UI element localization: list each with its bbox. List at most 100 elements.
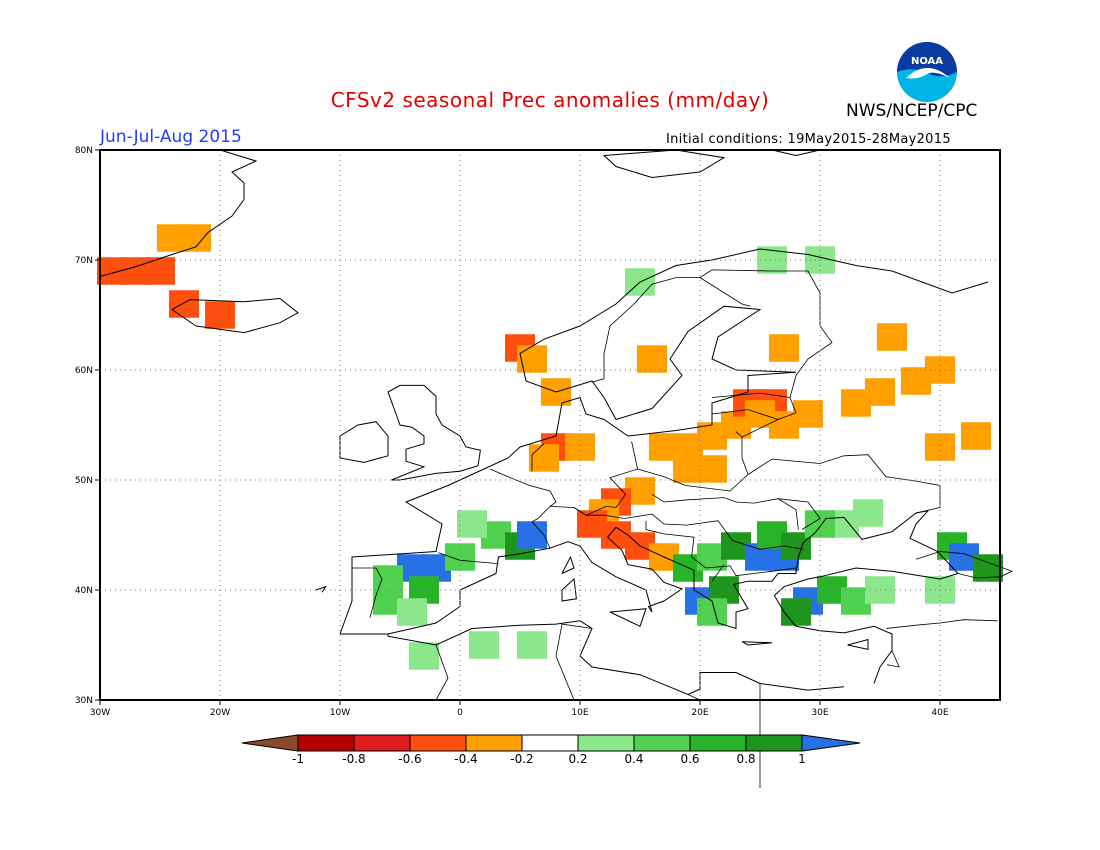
anomaly-cell <box>517 521 547 549</box>
country-border <box>352 567 383 618</box>
country-border <box>555 623 593 701</box>
anomaly-cell <box>697 455 727 483</box>
colorbar-tick-label: 0.8 <box>736 752 755 766</box>
colorbar-tick-label: -0.4 <box>454 752 477 766</box>
anomaly-cell <box>877 323 907 351</box>
country-border <box>699 277 751 307</box>
coastline <box>561 555 575 574</box>
anomaly-cell <box>181 224 211 252</box>
country-border <box>741 375 797 438</box>
coastline <box>339 421 389 463</box>
lat-label: 40N <box>75 586 93 596</box>
lat-label: 30N <box>75 696 93 706</box>
noaa-logo-icon: NOAA <box>897 42 957 102</box>
anomaly-cell <box>769 334 799 362</box>
colorbar-segment <box>409 734 467 752</box>
agency-label: NWS/NCEP/CPC <box>846 101 978 121</box>
anomaly-cell <box>565 433 595 461</box>
initial-conditions-label: Initial conditions: 19May2015-28May2015 <box>666 132 951 147</box>
anomaly-cell <box>793 400 823 428</box>
coastline <box>340 510 959 684</box>
anomaly-cell <box>781 598 811 626</box>
coastline <box>315 585 327 593</box>
anomaly-cell <box>529 444 559 472</box>
colorbar-right-triangle <box>801 734 861 752</box>
coastline <box>387 384 481 481</box>
anomaly-cell <box>169 290 199 318</box>
coastline <box>602 149 726 178</box>
country-border <box>711 564 725 582</box>
colorbar-tick-label: -0.6 <box>398 752 421 766</box>
country-border <box>771 567 797 574</box>
lon-label: 0 <box>457 708 463 718</box>
lat-label: 70N <box>75 256 93 266</box>
season-label: Jun-Jul-Aug 2015 <box>100 127 242 147</box>
country-border <box>747 454 941 514</box>
colorbar-segment <box>521 734 579 752</box>
anomaly-cell <box>853 499 883 527</box>
coastline <box>561 577 577 602</box>
coastline <box>771 149 821 157</box>
anomaly-cell <box>145 257 175 285</box>
anomaly-cell <box>865 378 895 406</box>
anomaly-cell <box>925 433 955 461</box>
coastline <box>609 608 647 627</box>
country-border <box>637 431 749 492</box>
coastline <box>99 149 258 277</box>
colorbar-segment <box>633 734 691 752</box>
coastline <box>741 641 773 646</box>
country-border <box>645 520 773 577</box>
anomaly-cell <box>961 422 991 450</box>
map-frame <box>99 149 1001 701</box>
coastline <box>847 638 869 651</box>
colorbar-segment <box>577 734 635 752</box>
anomaly-cell <box>397 598 427 626</box>
anomaly-cell <box>637 345 667 373</box>
noaa-logo-text: NOAA <box>911 56 943 67</box>
lon-label: 30E <box>811 708 828 718</box>
colorbar-tick-label: -0.2 <box>510 752 533 766</box>
colorbar-segment <box>465 734 523 752</box>
anomaly-cell <box>517 345 547 373</box>
country-border <box>573 507 653 519</box>
coastline <box>339 248 989 635</box>
colorbar-tick-label: 0.2 <box>568 752 587 766</box>
chart-title: CFSv2 seasonal Prec anomalies (mm/day) <box>330 88 770 112</box>
anomaly-cell <box>457 510 487 538</box>
colorbar-segment <box>353 734 411 752</box>
colorbar-tick-label: 1 <box>798 752 806 766</box>
lon-label: 30W <box>90 708 110 718</box>
lon-label: 40E <box>931 708 948 718</box>
coastline <box>171 297 299 334</box>
colorbar-left-triangle <box>241 734 299 752</box>
lat-label: 80N <box>75 146 93 156</box>
anomaly-cell <box>445 543 475 571</box>
lon-label: 10W <box>330 708 350 718</box>
country-border <box>711 409 779 420</box>
lat-label: 60N <box>75 366 93 376</box>
colorbar-tick-label: -0.8 <box>342 752 365 766</box>
country-border <box>489 468 557 549</box>
country-border <box>887 650 900 668</box>
anomaly-cell <box>469 631 499 659</box>
country-border <box>651 513 804 550</box>
anomaly-cell <box>409 642 439 670</box>
anomaly-cell <box>517 631 547 659</box>
colorbar-segment <box>297 734 355 752</box>
lon-label: 20W <box>210 708 230 718</box>
lon-label: 10E <box>571 708 588 718</box>
colorbar-tick-label: 0.4 <box>624 752 643 766</box>
coastline <box>387 620 845 696</box>
country-border <box>651 493 799 530</box>
anomaly-cell <box>805 510 835 538</box>
country-border <box>591 269 833 383</box>
lat-label: 50N <box>75 476 93 486</box>
country-border <box>531 443 545 472</box>
colorbar-segment <box>689 734 747 752</box>
lon-label: 20E <box>691 708 708 718</box>
colorbar-tick-label: 0.6 <box>680 752 699 766</box>
country-border <box>711 392 791 398</box>
colorbar-tick-label: -1 <box>292 752 304 766</box>
colorbar-segment <box>745 734 803 752</box>
